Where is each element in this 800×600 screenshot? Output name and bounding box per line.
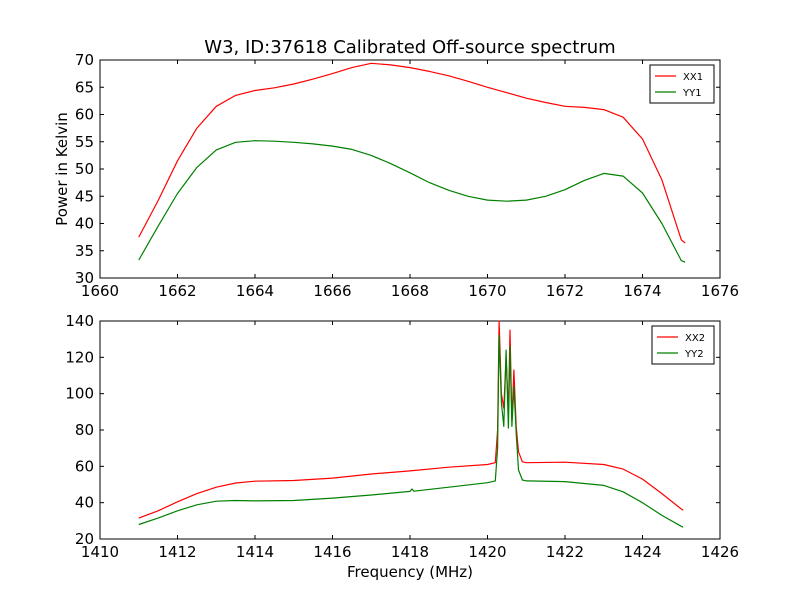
x-tick-label: 1674 [623,282,661,300]
legend-box [651,325,715,365]
series-line-xx1 [138,62,686,244]
x-tick-label: 1668 [391,282,429,300]
axes-frame [99,320,721,540]
x-tick-label: 1420 [468,543,506,561]
y-tick-label: 35 [75,242,94,260]
legend-box [649,64,715,104]
y-tick-label: 60 [75,106,94,124]
y-tick-label: 70 [75,51,94,69]
y-tick-label: 100 [65,385,94,403]
legend-label-xx2: XX2 [685,333,705,344]
figure-title: W3, ID:37618 Calibrated Off-source spect… [204,37,615,58]
x-tick-label: 1670 [468,282,506,300]
x-tick-label: 1664 [236,282,274,300]
y-tick-label: 55 [75,133,94,151]
y-tick-label: 120 [65,348,94,366]
y-tick-label: 140 [65,312,94,330]
y-tick-label: 40 [75,215,94,233]
y-axis-label: Power in Kelvin [53,112,71,226]
x-tick-label: 1422 [546,543,584,561]
series-line-yy1 [138,140,686,263]
x-tick-label: 1660 [81,282,119,300]
series-line-yy2 [138,334,684,528]
x-tick-label: 1426 [701,543,739,561]
x-tick-label: 1672 [546,282,584,300]
series-line-xx2 [138,320,684,519]
x-tick-label: 1414 [236,543,274,561]
x-tick-label: 1676 [701,282,739,300]
y-tick-label: 65 [75,78,94,96]
x-tick-label: 1424 [623,543,661,561]
legend-label-yy2: YY2 [684,349,704,360]
x-tick-label: 1416 [313,543,351,561]
x-tick-label: 1410 [81,543,119,561]
x-tick-label: 1666 [313,282,351,300]
bottom-plot: 1410 1412 1414 1416 1418 1420 1422 1424 1426 20 40… [65,312,739,581]
x-tick-label: 1418 [391,543,429,561]
y-tick-label: 30 [75,269,94,287]
x-tick-label: 1662 [158,282,196,300]
y-tick-label: 80 [75,421,94,439]
y-tick-label: 45 [75,187,94,205]
y-tick-label: 20 [75,530,94,548]
y-tick-label: 40 [75,494,94,512]
legend-label-xx1: XX1 [683,72,703,83]
axes-frame [99,59,721,279]
legend-label-yy1: YY1 [682,88,702,99]
top-plot: 1660 1662 1664 1666 1668 1670 1672 1674 1676 30 35… [53,51,739,300]
x-tick-label: 1412 [158,543,196,561]
y-tick-label: 50 [75,160,94,178]
x-axis-label: Frequency (MHz) [347,563,473,581]
y-tick-label: 60 [75,457,94,475]
